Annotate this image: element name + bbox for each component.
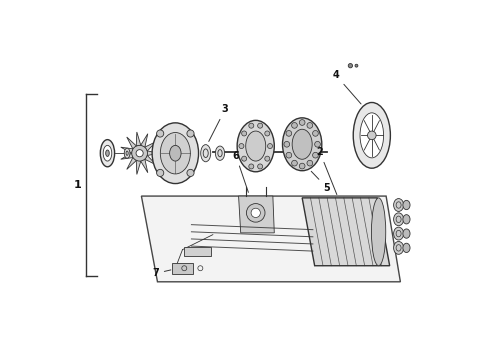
Circle shape — [136, 150, 143, 157]
Ellipse shape — [100, 140, 115, 167]
Text: 3: 3 — [209, 104, 228, 141]
Ellipse shape — [292, 129, 312, 159]
Polygon shape — [302, 198, 390, 266]
Circle shape — [292, 160, 297, 166]
Circle shape — [307, 122, 313, 128]
Ellipse shape — [283, 118, 322, 171]
Ellipse shape — [245, 131, 266, 161]
Ellipse shape — [152, 123, 198, 184]
Circle shape — [313, 152, 318, 158]
Circle shape — [265, 156, 270, 161]
Ellipse shape — [201, 145, 211, 162]
Polygon shape — [145, 155, 156, 165]
Ellipse shape — [215, 146, 224, 160]
Text: 7: 7 — [152, 269, 171, 278]
Polygon shape — [136, 160, 141, 175]
Circle shape — [315, 141, 320, 147]
Polygon shape — [127, 137, 136, 149]
Circle shape — [286, 131, 292, 136]
Text: 1: 1 — [73, 180, 81, 190]
Ellipse shape — [393, 213, 404, 226]
Circle shape — [157, 130, 164, 137]
Circle shape — [157, 169, 164, 176]
Polygon shape — [141, 159, 148, 173]
Bar — [184, 247, 211, 256]
Polygon shape — [142, 196, 400, 282]
Ellipse shape — [124, 148, 130, 158]
Circle shape — [239, 144, 244, 149]
Ellipse shape — [106, 150, 109, 157]
Circle shape — [265, 131, 270, 136]
Circle shape — [292, 122, 297, 128]
Circle shape — [355, 64, 358, 67]
Ellipse shape — [371, 198, 386, 266]
Ellipse shape — [393, 242, 404, 254]
Circle shape — [286, 152, 292, 158]
Ellipse shape — [170, 145, 181, 161]
Ellipse shape — [103, 145, 112, 161]
Circle shape — [246, 203, 265, 222]
Circle shape — [268, 144, 272, 149]
Circle shape — [299, 120, 305, 125]
Circle shape — [251, 208, 260, 217]
Circle shape — [307, 160, 313, 166]
Ellipse shape — [160, 132, 190, 174]
Circle shape — [368, 131, 376, 140]
Ellipse shape — [403, 243, 410, 252]
Ellipse shape — [360, 113, 384, 158]
Text: 5: 5 — [311, 171, 330, 193]
Polygon shape — [145, 141, 156, 151]
Polygon shape — [127, 157, 136, 170]
Ellipse shape — [237, 120, 274, 172]
Ellipse shape — [403, 215, 410, 224]
Polygon shape — [136, 132, 141, 146]
Polygon shape — [239, 196, 274, 233]
Circle shape — [249, 164, 254, 169]
Circle shape — [187, 169, 194, 176]
Polygon shape — [121, 147, 133, 153]
Ellipse shape — [403, 201, 410, 210]
Circle shape — [284, 141, 290, 147]
Text: 2: 2 — [317, 147, 337, 194]
Ellipse shape — [353, 103, 391, 168]
Circle shape — [313, 131, 318, 136]
Circle shape — [132, 145, 147, 161]
Circle shape — [348, 64, 352, 68]
Circle shape — [258, 164, 263, 169]
Text: 6: 6 — [232, 150, 248, 192]
Circle shape — [299, 163, 305, 169]
Circle shape — [249, 123, 254, 128]
Ellipse shape — [393, 227, 404, 240]
Polygon shape — [147, 151, 159, 156]
Circle shape — [242, 131, 246, 136]
Ellipse shape — [403, 229, 410, 238]
Bar — [172, 262, 193, 274]
Circle shape — [187, 130, 194, 137]
Text: 4: 4 — [333, 70, 361, 104]
Circle shape — [258, 123, 263, 128]
Circle shape — [242, 156, 246, 161]
Polygon shape — [121, 153, 133, 159]
Polygon shape — [141, 134, 148, 147]
Ellipse shape — [393, 199, 404, 211]
